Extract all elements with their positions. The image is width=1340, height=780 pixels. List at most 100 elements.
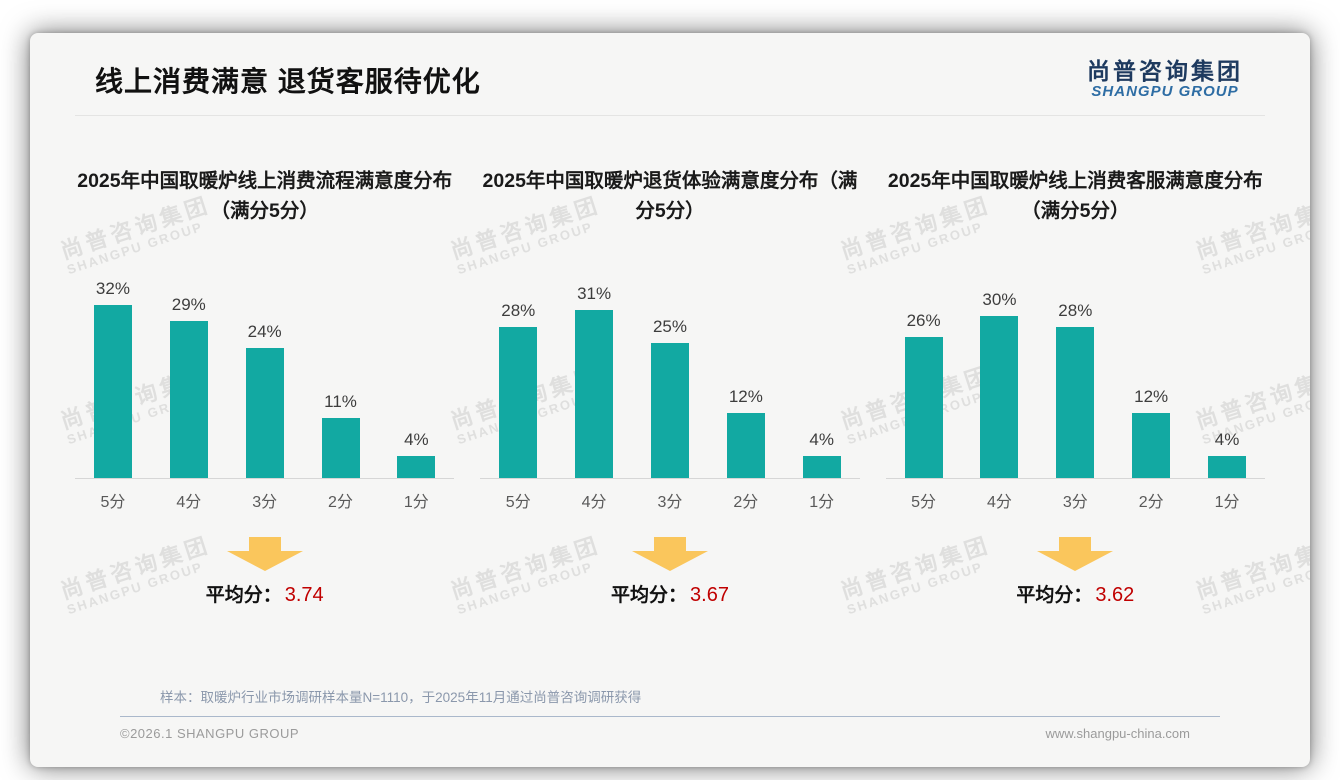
bar-column: 31% xyxy=(556,284,632,478)
title-divider xyxy=(75,114,1265,116)
average-label: 平均分： xyxy=(205,584,282,606)
axis-category-label: 5分 xyxy=(911,493,937,511)
bar-column: 26% xyxy=(886,311,962,478)
logo-chinese-text: 尚普咨询集团 xyxy=(1087,58,1243,84)
axis-category-label: 3分 xyxy=(252,493,278,511)
axis-category-label: 1分 xyxy=(809,493,835,511)
bar-value-label: 28% xyxy=(501,300,536,320)
slide-content: 线上消费满意 退货客服待优化 尚普咨询集团 SHANGPU GROUP 2025… xyxy=(75,33,1265,767)
average-value: 3.67 xyxy=(690,583,729,606)
chart-service-satisfaction: 2025年中国取暖炉线上消费客服满意度分布（满分5分） 26% 30% 28% 12%… xyxy=(885,166,1265,607)
axis-category-label: 4分 xyxy=(176,493,202,511)
bar-column: 4% xyxy=(378,430,454,478)
bar xyxy=(245,348,284,478)
bar-value-label: 4% xyxy=(1214,430,1240,450)
average-score: 平均分： 3.62 xyxy=(1016,580,1134,607)
bar-value-label: 28% xyxy=(1058,300,1093,320)
bar-value-label: 24% xyxy=(247,322,282,342)
bar-area: 26% 30% 28% 12% 4% xyxy=(885,274,1265,479)
footer-row: ©2026.1 SHANGPU GROUP www.shangpu-china.… xyxy=(120,726,1220,741)
bar-column: 32% xyxy=(75,279,151,478)
logo-english-text: SHANGPU GROUP xyxy=(1091,83,1239,101)
arrow-wrap xyxy=(1037,536,1114,571)
bar xyxy=(650,342,689,478)
bar xyxy=(93,305,132,478)
axis-category-label: 1分 xyxy=(403,493,429,511)
axis-categories: 5分 4分 3分 2分 1分 xyxy=(75,488,454,512)
down-arrow-icon xyxy=(1037,536,1114,571)
arrow-wrap xyxy=(226,536,303,571)
bar-area: 32% 29% 24% 11% 4% xyxy=(75,274,455,479)
bar-column: 28% xyxy=(1037,301,1113,478)
bar-value-label: 26% xyxy=(906,311,941,331)
average-label: 平均分： xyxy=(1016,584,1093,606)
axis-category-label: 5分 xyxy=(505,493,531,511)
chart-title: 2025年中国取暖炉线上消费客服满意度分布（满分5分） xyxy=(887,169,1263,223)
bar-value-label: 11% xyxy=(324,392,357,412)
bar-value-label: 12% xyxy=(728,387,763,406)
slide-card: 尚普咨询集团 SHANGPU GROUP 尚普咨询集团 SHANGPU GROUP 尚普… xyxy=(30,33,1310,767)
down-arrow-icon xyxy=(631,536,708,571)
bar-value-label: 25% xyxy=(652,316,687,336)
axis-category-label: 5分 xyxy=(100,493,126,511)
bar-column: 24% xyxy=(227,322,303,478)
axis-categories: 5分 4分 3分 2分 1分 xyxy=(886,488,1265,512)
average-value: 3.74 xyxy=(284,583,324,606)
bar xyxy=(169,321,208,478)
bar xyxy=(1056,326,1095,478)
bar-column: 11% xyxy=(303,392,379,478)
sample-note: 样本：取暖炉行业市场调研样本量N=1110，于2025年11月通过尚普咨询调研获… xyxy=(160,690,642,705)
page-title: 线上消费满意 退货客服待优化 xyxy=(95,65,481,97)
footer-divider xyxy=(120,716,1220,717)
company-logo: 尚普咨询集团 SHANGPU GROUP xyxy=(1087,58,1243,101)
bar-value-label: 29% xyxy=(171,295,206,315)
chart-title: 2025年中国取暖炉退货体验满意度分布（满分5分） xyxy=(482,169,858,223)
axis-category-label: 4分 xyxy=(581,493,607,511)
charts-row: 2025年中国取暖炉线上消费流程满意度分布（满分5分） 32% 29% 24% 11%… xyxy=(75,166,1265,607)
axis-categories: 5分 4分 3分 2分 1分 xyxy=(480,488,859,512)
axis-category-label: 2分 xyxy=(328,493,353,511)
bar-area: 28% 31% 25% 12% 4% xyxy=(480,274,860,479)
bar-value-label: 4% xyxy=(404,430,429,450)
axis-category-label: 1分 xyxy=(1214,493,1240,511)
bar-column: 25% xyxy=(632,317,708,478)
website-text: www.shangpu-china.com xyxy=(1045,726,1190,741)
axis-category-label: 3分 xyxy=(1062,493,1088,511)
bar xyxy=(321,418,360,478)
chart-return-satisfaction: 2025年中国取暖炉退货体验满意度分布（满分5分） 28% 31% 25% 12% 4%… xyxy=(480,166,860,607)
bar-value-label: 4% xyxy=(809,430,834,450)
bar-value-label: 32% xyxy=(95,279,130,298)
bar-column: 4% xyxy=(784,430,860,478)
copyright-text: ©2026.1 SHANGPU GROUP xyxy=(120,726,300,741)
bar xyxy=(980,315,1019,478)
average-label: 平均分： xyxy=(611,584,688,606)
chart-process-satisfaction: 2025年中国取暖炉线上消费流程满意度分布（满分5分） 32% 29% 24% 11%… xyxy=(75,166,455,607)
bar-column: 12% xyxy=(1113,387,1189,478)
bar-column: 28% xyxy=(480,301,556,478)
average-score: 平均分： 3.74 xyxy=(206,580,324,607)
bar-value-label: 31% xyxy=(577,284,612,304)
arrow-wrap xyxy=(631,536,708,571)
slide-footer: 样本：取暖炉行业市场调研样本量N=1110，于2025年11月通过尚普咨询调研获… xyxy=(120,686,1220,741)
bar xyxy=(499,326,538,478)
average-value: 3.62 xyxy=(1095,583,1135,606)
bar xyxy=(575,310,614,478)
bar xyxy=(397,456,436,478)
chart-title: 2025年中国取暖炉线上消费流程满意度分布（满分5分） xyxy=(77,169,453,223)
slide-header: 线上消费满意 退货客服待优化 尚普咨询集团 SHANGPU GROUP xyxy=(75,33,1265,101)
average-score: 平均分： 3.67 xyxy=(611,580,729,607)
bar-column: 4% xyxy=(1189,430,1265,478)
down-arrow-icon xyxy=(226,536,303,571)
axis-category-label: 2分 xyxy=(733,493,759,511)
bar xyxy=(1132,413,1171,478)
bar xyxy=(904,337,943,478)
bar-value-label: 12% xyxy=(1134,387,1169,406)
bar xyxy=(802,456,841,478)
axis-category-label: 2分 xyxy=(1138,493,1164,511)
bar-column: 29% xyxy=(151,295,227,478)
bar-value-label: 30% xyxy=(982,289,1017,309)
axis-category-label: 4分 xyxy=(986,493,1012,511)
bar-column: 12% xyxy=(708,387,784,478)
bar xyxy=(726,413,765,478)
